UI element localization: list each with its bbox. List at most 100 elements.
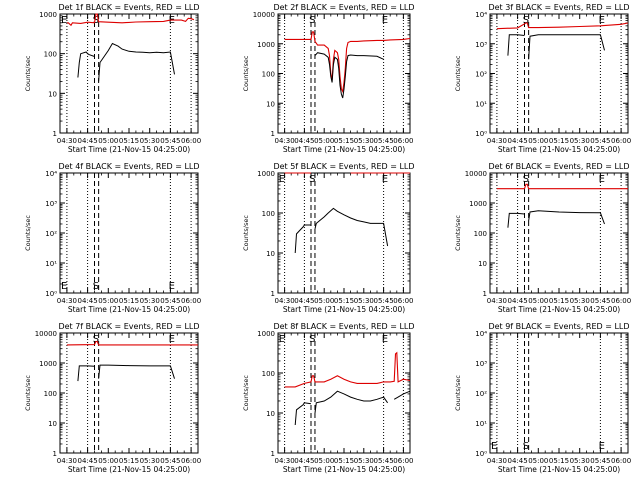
marker-letter: E — [382, 174, 388, 185]
x-axis-label: Start Time (21-Nov-15 04:25:00) — [68, 145, 190, 154]
y-tick-label: 1000 — [39, 360, 57, 368]
x-tick-label: 05:15 — [549, 457, 569, 465]
y-tick-label: 1000 — [257, 170, 275, 178]
x-tick-label: 04:30 — [57, 457, 77, 465]
y-tick-label: 1 — [271, 290, 275, 298]
x-tick-label: 05:45 — [374, 457, 394, 465]
y-axis-label: Counts/sec — [454, 215, 462, 251]
chart-title: Det 3f BLACK = Events, RED = LLD — [488, 3, 629, 12]
x-tick-label: 06:00 — [611, 457, 631, 465]
plot-frame — [489, 13, 629, 134]
x-tick-label: 05:30 — [140, 137, 160, 145]
plot-frame — [59, 13, 199, 134]
y-tick-label: 10³ — [475, 41, 487, 49]
y-tick-label: 10000 — [253, 11, 275, 19]
x-tick-label: 05:45 — [590, 137, 610, 145]
chart-panel-1: Det 1f BLACK = Events, RED = LLD 1 10 100 10… — [24, 3, 201, 154]
y-tick-label: 10¹ — [45, 260, 57, 268]
x-tick-label: 05:00 — [528, 297, 548, 305]
series-line-events — [314, 52, 384, 99]
series-line-events — [98, 42, 175, 82]
marker-letter: E — [599, 441, 605, 452]
y-tick-label: 10⁴ — [45, 170, 57, 178]
marker-letter: E — [61, 281, 67, 292]
x-tick-label: 05:45 — [160, 457, 180, 465]
y-tick-label: 10³ — [45, 200, 57, 208]
x-tick-label: 05:30 — [140, 297, 160, 305]
chart-title: Det 4f BLACK = Events, RED = LLD — [58, 162, 199, 171]
chart-panel-4: Det 4f BLACK = Events, RED = LLD 10⁰ 10¹ 10… — [24, 162, 201, 314]
y-tick-label: 10⁰ — [45, 290, 57, 298]
marker-letter: S — [93, 15, 99, 26]
chart-title: Det 8f BLACK = Events, RED = LLD — [273, 322, 414, 331]
series-line-events — [528, 34, 605, 60]
marker-letter: S — [309, 15, 315, 26]
x-tick-label: 05:15 — [119, 137, 139, 145]
x-tick-label: 05:00 — [314, 297, 334, 305]
series-line-events — [528, 210, 605, 225]
y-tick-label: 10¹ — [475, 420, 487, 428]
x-tick-label: 06:00 — [181, 137, 201, 145]
y-tick-label: 10² — [475, 390, 487, 398]
y-tick-label: 10³ — [475, 360, 487, 368]
y-axis-label: Counts/sec — [24, 55, 32, 91]
y-tick-label: 10² — [475, 71, 487, 79]
series-line-lld — [66, 13, 195, 27]
series-line-events — [314, 390, 389, 414]
series-line-lld — [284, 351, 411, 388]
x-tick-label: 04:30 — [57, 137, 77, 145]
y-tick-label: 10 — [266, 410, 275, 418]
x-tick-label: 04:30 — [487, 297, 507, 305]
x-tick-label: 04:30 — [487, 457, 507, 465]
x-tick-label: 04:30 — [275, 457, 295, 465]
y-tick-label: 1000 — [39, 11, 57, 19]
chart-panel-7: Det 7f BLACK = Events, RED = LLD 1 10 100 10… — [24, 322, 201, 474]
y-tick-label: 100 — [44, 390, 57, 398]
marker-letter: S — [309, 334, 315, 345]
y-axis-label: Counts/sec — [242, 375, 250, 411]
x-tick-label: 05:15 — [549, 297, 569, 305]
y-tick-label: 100 — [262, 71, 275, 79]
y-axis-label: Counts/sec — [24, 375, 32, 411]
x-tick-label: 06:00 — [181, 457, 201, 465]
x-tick-label: 04:45 — [78, 137, 98, 145]
marker-letter: E — [279, 334, 285, 345]
y-tick-label: 10 — [48, 90, 57, 98]
x-tick-label: 05:30 — [570, 297, 590, 305]
chart-title: Det 9f BLACK = Events, RED = LLD — [488, 322, 629, 331]
plot-frame — [277, 13, 411, 134]
x-axis-label: Start Time (21-Nov-15 04:25:00) — [283, 145, 405, 154]
y-tick-label: 1 — [483, 290, 487, 298]
marker-letter: E — [491, 441, 497, 452]
y-tick-label: 10² — [45, 230, 57, 238]
marker-letter: E — [382, 15, 388, 26]
x-axis-label: Start Time (21-Nov-15 04:25:00) — [68, 465, 190, 474]
marker-letter: E — [169, 281, 175, 292]
y-tick-label: 10 — [48, 420, 57, 428]
x-tick-label: 04:45 — [508, 297, 528, 305]
marker-letter: S — [523, 15, 529, 26]
y-tick-label: 1 — [53, 450, 57, 458]
x-tick-label: 05:45 — [160, 137, 180, 145]
y-tick-label: 10⁰ — [475, 130, 487, 138]
series-line-events — [507, 212, 525, 228]
x-tick-label: 05:30 — [354, 137, 374, 145]
x-tick-label: 05:00 — [528, 457, 548, 465]
y-tick-label: 100 — [262, 210, 275, 218]
chart-title: Det 6f BLACK = Events, RED = LLD — [488, 162, 629, 171]
x-tick-label: 05:30 — [570, 457, 590, 465]
x-tick-label: 05:00 — [528, 137, 548, 145]
y-tick-label: 10⁴ — [475, 330, 487, 338]
x-tick-label: 05:45 — [374, 297, 394, 305]
x-axis-label: Start Time (21-Nov-15 04:25:00) — [498, 305, 620, 314]
y-tick-label: 10000 — [465, 170, 487, 178]
y-tick-label: 100 — [474, 230, 487, 238]
marker-letter: E — [599, 174, 605, 185]
series-line-lld — [496, 22, 629, 30]
x-tick-label: 06:00 — [611, 137, 631, 145]
plot-frame — [277, 332, 411, 454]
chart-panel-9: Det 9f BLACK = Events, RED = LLD 10⁰ 10¹ 10… — [454, 322, 631, 474]
x-tick-label: 04:30 — [275, 137, 295, 145]
series-line-lld — [496, 183, 628, 190]
